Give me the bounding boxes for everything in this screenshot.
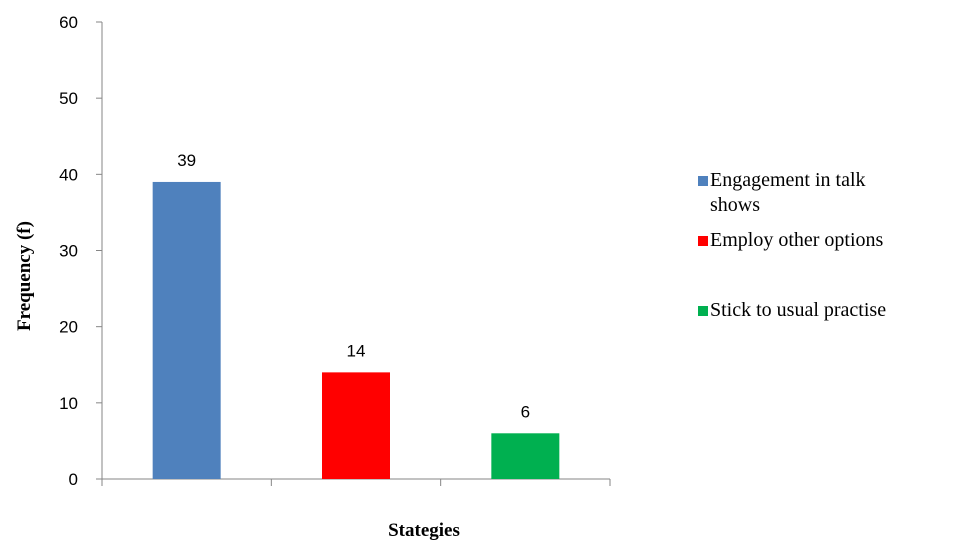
y-tick-label: 40	[59, 165, 78, 184]
y-tick-label: 50	[59, 89, 78, 108]
bar-3	[491, 433, 560, 479]
legend-label-3: Stick to usual practise	[710, 299, 886, 321]
x-axis-title: Stategies	[388, 520, 460, 541]
legend-swatch-3	[698, 306, 708, 316]
data-label-3: 6	[521, 402, 530, 421]
y-tick-label: 0	[69, 470, 78, 489]
data-label-2: 14	[347, 341, 366, 360]
y-tick-label: 30	[59, 242, 78, 261]
legend-swatch-2	[698, 236, 708, 246]
data-label-1: 39	[177, 151, 196, 170]
y-tick-label: 10	[59, 394, 78, 413]
plot-area: 0 10 20 30 40 50 60 39 14 6	[59, 13, 611, 489]
legend: Engagement in talk shows Employ other opti…	[698, 169, 886, 321]
legend-swatch-1	[698, 176, 708, 186]
legend-label-1: shows	[710, 194, 760, 216]
legend-label-2: Employ other options	[710, 229, 884, 251]
bar-1	[152, 181, 221, 479]
bar-2	[322, 372, 390, 479]
y-tick-label: 20	[59, 318, 78, 337]
y-axis-title: Frequency (f)	[14, 221, 35, 331]
legend-label-1: Engagement in talk	[710, 169, 866, 191]
y-tick-label: 60	[59, 13, 78, 32]
